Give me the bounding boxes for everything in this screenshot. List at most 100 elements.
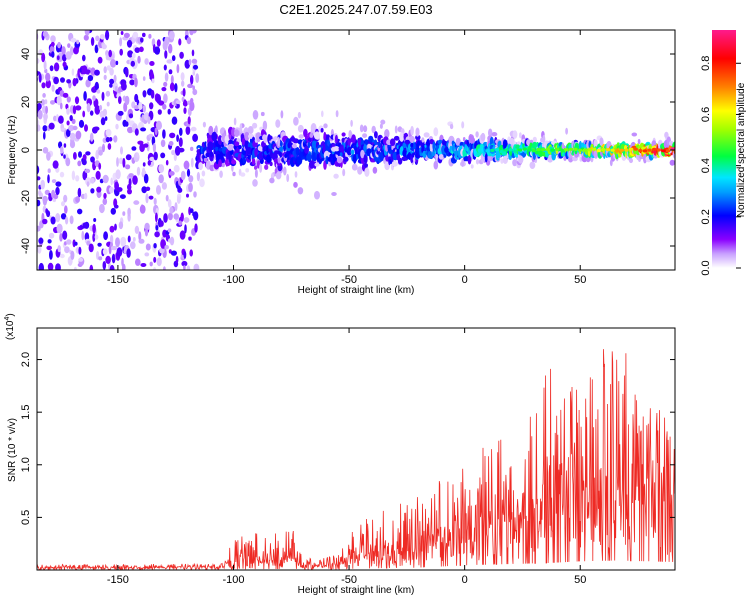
heat-cell [518, 155, 524, 164]
heat-cell [380, 119, 386, 125]
heat-cell [350, 119, 353, 127]
heat-cell [60, 77, 65, 83]
heat-cell [254, 168, 258, 178]
heat-cell [105, 255, 111, 264]
heat-cell [115, 123, 119, 130]
heat-cell [444, 146, 450, 153]
heat-cell [293, 181, 298, 188]
x-tick-label: 50 [574, 574, 586, 586]
heat-cell [102, 261, 107, 270]
heat-cell [63, 154, 66, 159]
heat-cell [142, 76, 146, 81]
heat-cell [174, 145, 181, 156]
heat-cell [176, 134, 180, 142]
heat-cell [103, 66, 107, 74]
heat-cell [628, 147, 634, 151]
heat-cell [410, 125, 414, 136]
heat-cell [241, 138, 245, 146]
heat-cell [61, 201, 65, 207]
heat-cell [138, 102, 143, 110]
heat-cell [45, 72, 51, 82]
heat-cell [339, 152, 343, 157]
heat-cell [188, 182, 193, 193]
heat-cell [435, 154, 439, 162]
x-tick-label: 0 [462, 574, 468, 586]
heat-cell [126, 248, 131, 258]
heat-cell [156, 185, 161, 195]
heat-cell [233, 117, 237, 126]
heat-cell [82, 110, 86, 118]
heat-cell [37, 32, 39, 41]
heat-cell [139, 46, 144, 53]
heat-cell [132, 31, 139, 39]
heat-cell [130, 241, 136, 250]
heat-cell [99, 34, 105, 40]
heat-cell [110, 242, 113, 247]
heat-cell [131, 146, 137, 151]
heat-cell [228, 154, 232, 163]
heat-cell [82, 170, 88, 181]
heat-cell [42, 125, 48, 132]
heat-cell [45, 105, 48, 114]
heat-cell [139, 204, 146, 214]
heat-cell [559, 148, 564, 152]
heat-cell [114, 85, 118, 92]
heat-cell [168, 69, 173, 75]
x-tick-label: -100 [222, 574, 244, 586]
heat-cell [244, 140, 249, 150]
heat-cell [53, 62, 60, 72]
heat-cell [184, 59, 191, 69]
heat-cell [596, 149, 601, 153]
heat-cell [144, 252, 150, 257]
heat-cell [309, 160, 315, 169]
x-tick-label: -50 [341, 274, 357, 286]
heat-cell [368, 135, 374, 143]
heat-cell [333, 146, 340, 152]
heat-cell [273, 158, 278, 163]
heat-cell [92, 223, 96, 234]
heat-cell [95, 35, 100, 42]
heat-cell [74, 266, 77, 270]
heat-cell [331, 192, 337, 196]
heat-cell [149, 61, 155, 66]
heat-cell [545, 147, 551, 152]
heat-cell [101, 44, 107, 50]
heat-cell [94, 44, 99, 54]
heat-cell [169, 206, 174, 214]
heat-cell [85, 79, 91, 88]
heat-cell [260, 111, 265, 117]
heat-cell [168, 141, 174, 146]
heat-cell [148, 195, 154, 200]
heat-cell [186, 37, 192, 45]
heat-cell [252, 110, 259, 120]
heat-cell [536, 147, 541, 152]
heat-cell [231, 159, 237, 165]
heat-cell [188, 175, 194, 183]
heat-cell [421, 137, 425, 143]
heat-cell [297, 111, 301, 119]
heat-cell [84, 192, 88, 200]
heat-cell [125, 164, 131, 170]
heat-cell [95, 170, 101, 180]
heat-cell [163, 93, 168, 104]
heat-cell [263, 136, 268, 143]
y-tick-label: 2.0 [20, 352, 32, 367]
heat-cell [66, 79, 71, 84]
spectrogram-x-axis: -150 -100 -50 0 50 [107, 30, 586, 286]
heat-cell [98, 162, 102, 170]
heat-cell [44, 189, 50, 195]
heat-cell [128, 178, 132, 187]
heat-cell [119, 194, 126, 200]
heat-cell [198, 162, 204, 171]
heat-cell [333, 173, 339, 179]
heat-cell [423, 132, 430, 138]
heat-cell [504, 148, 509, 152]
heat-cell [140, 127, 147, 132]
heat-cell [341, 137, 345, 143]
heat-cell [153, 256, 157, 263]
heat-cell [223, 146, 227, 152]
heat-cell [100, 117, 106, 126]
heat-cell [43, 60, 47, 71]
heat-cell [125, 121, 129, 127]
heat-cell [334, 134, 338, 144]
